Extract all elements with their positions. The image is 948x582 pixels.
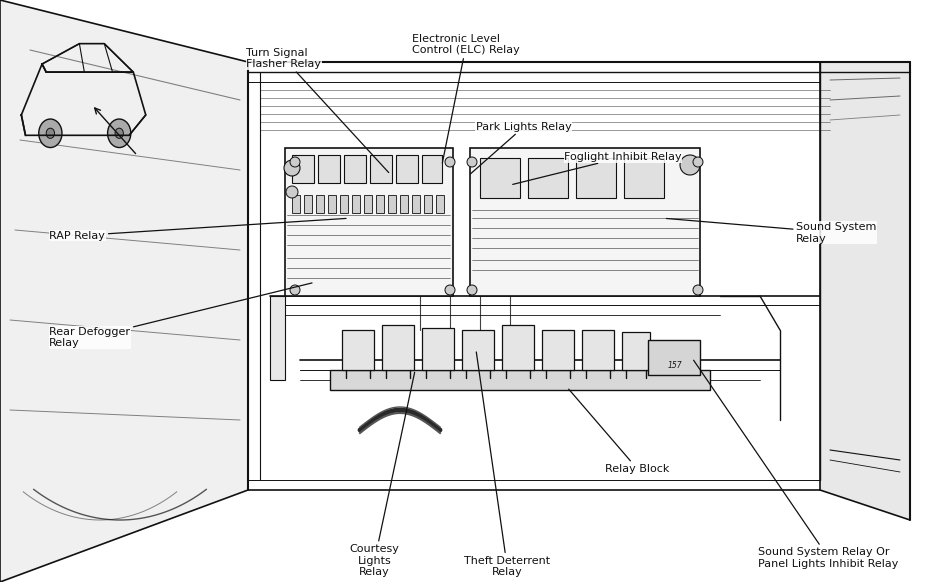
- Bar: [370, 155, 392, 183]
- Text: Sound System Relay Or
Panel Lights Inhibit Relay: Sound System Relay Or Panel Lights Inhib…: [694, 360, 899, 569]
- Bar: [424, 195, 432, 213]
- Circle shape: [467, 285, 477, 295]
- Bar: [352, 195, 360, 213]
- Circle shape: [290, 157, 300, 167]
- Text: Courtesy
Lights
Relay: Courtesy Lights Relay: [350, 372, 414, 577]
- Bar: [316, 195, 324, 213]
- Text: Foglight Inhibit Relay: Foglight Inhibit Relay: [513, 152, 682, 184]
- Circle shape: [693, 157, 703, 167]
- Bar: [328, 195, 336, 213]
- Bar: [285, 148, 453, 296]
- Bar: [396, 155, 418, 183]
- Circle shape: [39, 119, 62, 147]
- Text: 157: 157: [668, 361, 683, 370]
- Bar: [382, 325, 414, 370]
- Bar: [376, 195, 384, 213]
- Bar: [622, 332, 650, 370]
- Circle shape: [693, 285, 703, 295]
- Bar: [624, 158, 664, 198]
- Text: Sound System
Relay: Sound System Relay: [666, 218, 877, 244]
- Circle shape: [445, 157, 455, 167]
- Bar: [344, 155, 366, 183]
- Text: Relay Block: Relay Block: [569, 389, 669, 474]
- Text: Theft Deterrent
Relay: Theft Deterrent Relay: [465, 352, 550, 577]
- Text: Electronic Level
Control (ELC) Relay: Electronic Level Control (ELC) Relay: [412, 34, 520, 163]
- Bar: [342, 330, 374, 370]
- Bar: [318, 155, 340, 183]
- Circle shape: [290, 285, 300, 295]
- Text: Park Lights Relay: Park Lights Relay: [470, 122, 572, 174]
- Circle shape: [107, 119, 131, 147]
- Circle shape: [46, 128, 54, 139]
- Polygon shape: [820, 62, 910, 520]
- Circle shape: [284, 160, 300, 176]
- Bar: [582, 330, 614, 370]
- Bar: [528, 158, 568, 198]
- Bar: [576, 158, 616, 198]
- Bar: [292, 155, 314, 183]
- Bar: [388, 195, 396, 213]
- Bar: [470, 148, 700, 296]
- Bar: [480, 158, 520, 198]
- Bar: [542, 330, 574, 370]
- Polygon shape: [270, 296, 285, 380]
- Circle shape: [115, 128, 123, 139]
- Text: RAP Relay: RAP Relay: [49, 218, 346, 241]
- Circle shape: [445, 285, 455, 295]
- Bar: [648, 340, 700, 375]
- Bar: [364, 195, 372, 213]
- Bar: [340, 195, 348, 213]
- Polygon shape: [0, 0, 248, 582]
- Bar: [330, 370, 710, 390]
- Bar: [412, 195, 420, 213]
- Circle shape: [680, 155, 700, 175]
- Circle shape: [467, 157, 477, 167]
- Bar: [304, 195, 312, 213]
- Bar: [292, 195, 300, 213]
- Bar: [422, 328, 454, 370]
- Circle shape: [286, 186, 298, 198]
- Bar: [502, 325, 534, 370]
- Text: Turn Signal
Flasher Relay: Turn Signal Flasher Relay: [246, 48, 389, 172]
- Text: Rear Defogger
Relay: Rear Defogger Relay: [49, 283, 312, 349]
- Bar: [436, 195, 444, 213]
- Bar: [462, 330, 494, 370]
- Bar: [400, 195, 408, 213]
- Bar: [422, 155, 442, 183]
